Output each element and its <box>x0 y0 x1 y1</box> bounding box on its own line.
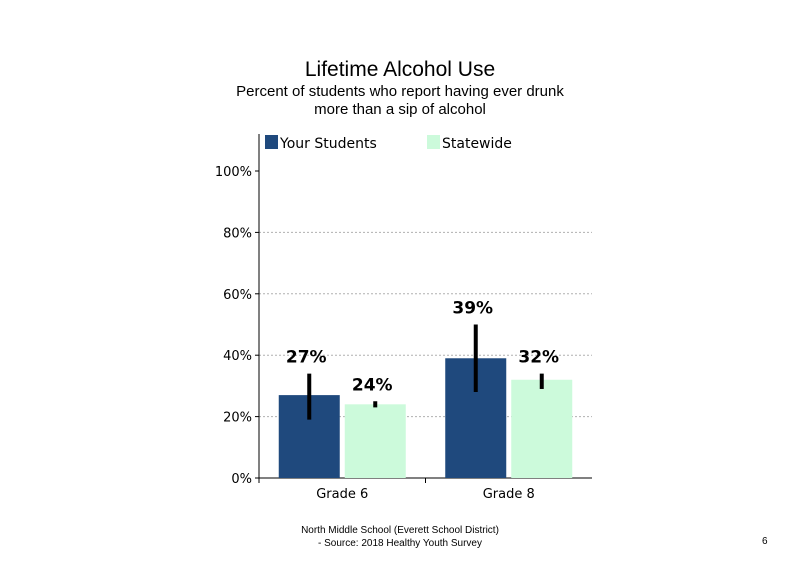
x-tick-label: Grade 6 <box>316 487 368 502</box>
chart-subtitle: Percent of students who report having ev… <box>200 83 600 119</box>
bar-statewide <box>511 379 573 478</box>
footer-source: - Source: 2018 Healthy Youth Survey <box>318 538 482 549</box>
y-tick-label: 100% <box>215 165 252 180</box>
legend-label: Statewide <box>442 136 512 152</box>
legend-label: Your Students <box>279 136 377 152</box>
y-tick-label: 80% <box>223 226 252 241</box>
x-tick-label: Grade 8 <box>483 487 535 502</box>
chart-title: Lifetime Alcohol Use <box>304 58 496 81</box>
data-label: 32% <box>518 348 559 368</box>
y-tick-label: 60% <box>223 288 252 303</box>
subtitle-line-2: more than a sip of alcohol <box>314 101 486 118</box>
footer-school: North Middle School (Everett School Dist… <box>301 525 499 536</box>
data-label: 27% <box>286 348 327 368</box>
y-tick-label: 20% <box>223 411 252 426</box>
legend-swatch-your-students <box>265 135 278 149</box>
footer: North Middle School (Everett School Dist… <box>250 524 550 550</box>
data-label: 39% <box>452 299 493 319</box>
data-label: 24% <box>352 375 393 395</box>
legend-swatch-statewide <box>427 135 440 149</box>
y-tick-label: 0% <box>231 472 252 487</box>
bar-statewide <box>344 404 406 478</box>
subtitle-line-1: Percent of students who report having ev… <box>236 83 564 100</box>
page-number: 6 <box>762 536 768 547</box>
y-tick-label: 40% <box>223 349 252 364</box>
